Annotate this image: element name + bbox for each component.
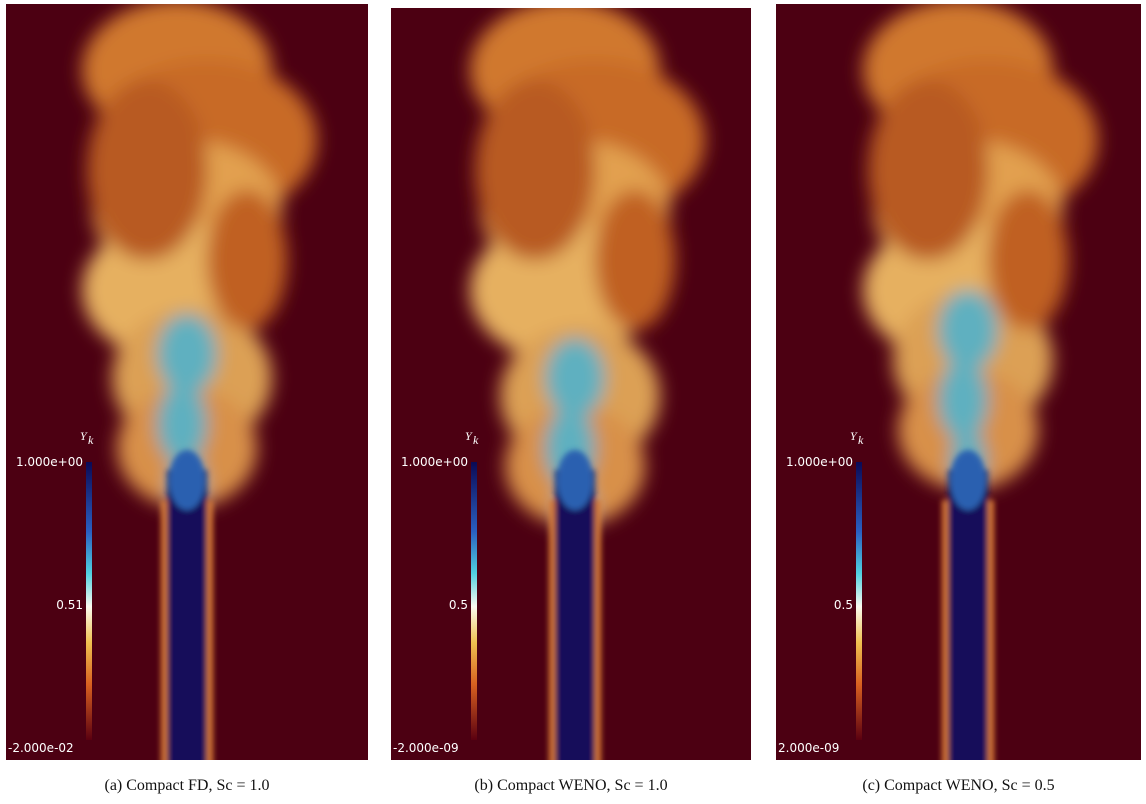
colorbar <box>86 462 92 740</box>
colorbar-subscript: k <box>858 433 864 447</box>
caption: (b) Compact WENO, Sc = 1.0 <box>474 777 667 794</box>
jet-tip <box>557 450 593 510</box>
colorbar-mid-label: 0.5 <box>449 598 468 612</box>
colorbar-top-label: 1.000e+00 <box>786 455 853 469</box>
colorbar-subscript: k <box>473 433 479 447</box>
plume-blob <box>988 190 1068 330</box>
jet <box>942 450 994 770</box>
colorbar-bottom-label: -2.000e-09 <box>393 741 459 755</box>
jet-core <box>948 470 988 770</box>
plume-blob <box>595 190 675 330</box>
jet-core <box>167 470 207 770</box>
colorbar-bottom-label: -2.000e-02 <box>8 741 74 755</box>
colorbar-mid-label: 0.51 <box>56 598 83 612</box>
plume-blob <box>87 80 207 260</box>
plume-blob <box>207 190 287 330</box>
jet <box>161 450 213 770</box>
jet-tip <box>950 450 986 510</box>
caption: (c) Compact WENO, Sc = 0.5 <box>862 777 1054 794</box>
caption: (a) Compact FD, Sc = 1.0 <box>105 777 270 794</box>
jet-tip <box>169 450 205 510</box>
core-blob <box>157 314 217 394</box>
core-blob <box>545 338 605 418</box>
colorbar <box>856 462 862 740</box>
colorbar-top-label: 1.000e+00 <box>401 455 468 469</box>
colorbar-top-label: 1.000e+00 <box>16 455 83 469</box>
colorbar <box>471 462 477 740</box>
plume-blob <box>475 80 595 260</box>
colorbar-bottom-label: 2.000e-09 <box>778 741 839 755</box>
core-blob <box>938 360 988 440</box>
figure: Yk1.000e+000.51-2.000e-02(a) Compact FD,… <box>0 0 1146 804</box>
jet <box>549 450 601 770</box>
core-blob <box>938 290 998 370</box>
plume-blob <box>868 80 988 260</box>
colorbar-subscript: k <box>88 433 94 447</box>
colorbar-mid-label: 0.5 <box>834 598 853 612</box>
jet-core <box>555 470 595 770</box>
